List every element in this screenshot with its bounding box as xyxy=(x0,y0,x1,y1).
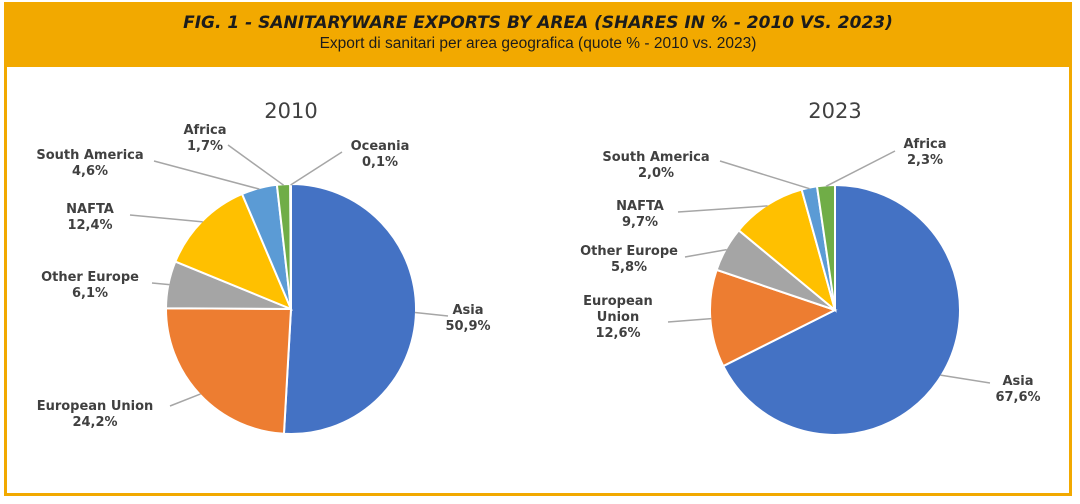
slice-nafta xyxy=(737,188,837,313)
leader-line-other-europe xyxy=(684,248,727,258)
leader-line-africa xyxy=(227,144,285,186)
data-label-other-europe: Other Europe 5,8% xyxy=(580,244,678,275)
data-label-nafta: NAFTA 9,7% xyxy=(616,199,664,230)
data-label-south-america: South America 4,6% xyxy=(36,148,143,179)
slice-oceania xyxy=(289,182,292,310)
figure-subtitle: Export di sanitari per area geografica (… xyxy=(319,35,757,52)
data-label-africa: Africa 1,7% xyxy=(183,123,226,154)
data-label-european-union: European Union 12,6% xyxy=(583,294,653,341)
data-label-asia: Asia 50,9% xyxy=(445,303,490,334)
figure-title: FIG. 1 - SANITARYWARE EXPORTS BY AREA (S… xyxy=(183,13,893,33)
leader-line-asia xyxy=(414,311,449,317)
figure-header: FIG. 1 - SANITARYWARE EXPORTS BY AREA (S… xyxy=(7,5,1069,67)
leader-line-other-europe xyxy=(151,282,170,286)
data-label-africa: Africa 2,3% xyxy=(903,137,946,168)
data-label-european-union: European Union 24,2% xyxy=(37,399,154,430)
leader-line-south-america xyxy=(153,160,260,190)
leader-line-european-union xyxy=(667,317,712,323)
leader-line-european-union xyxy=(169,393,201,407)
data-label-oceania: Oceania 0,1% xyxy=(351,139,410,170)
data-label-asia: Asia 67,6% xyxy=(995,374,1040,405)
data-label-other-europe: Other Europe 6,1% xyxy=(41,270,139,301)
data-label-nafta: NAFTA 12,4% xyxy=(66,202,114,233)
leader-line-south-america xyxy=(719,160,810,190)
leader-line-nafta xyxy=(677,205,768,213)
slice-asia xyxy=(282,182,418,435)
pie-title: 2023 xyxy=(808,99,861,123)
data-label-south-america: South America 2,0% xyxy=(602,150,709,181)
pie-chart-2023: 2023 Asia 67,6% European Union 12,6% Other Eur… xyxy=(580,99,1041,436)
leader-line-africa xyxy=(825,150,896,187)
leader-line-oceania xyxy=(290,151,343,186)
pie-title: 2010 xyxy=(264,99,317,123)
leader-line-asia xyxy=(940,374,991,384)
slice-africa xyxy=(815,183,836,311)
leader-line-nafta xyxy=(129,214,203,223)
pie-chart-2010: 2010 Asia 50,9% European Union 24,2% Other Eu… xyxy=(36,99,491,435)
slice-european-union xyxy=(164,307,293,435)
